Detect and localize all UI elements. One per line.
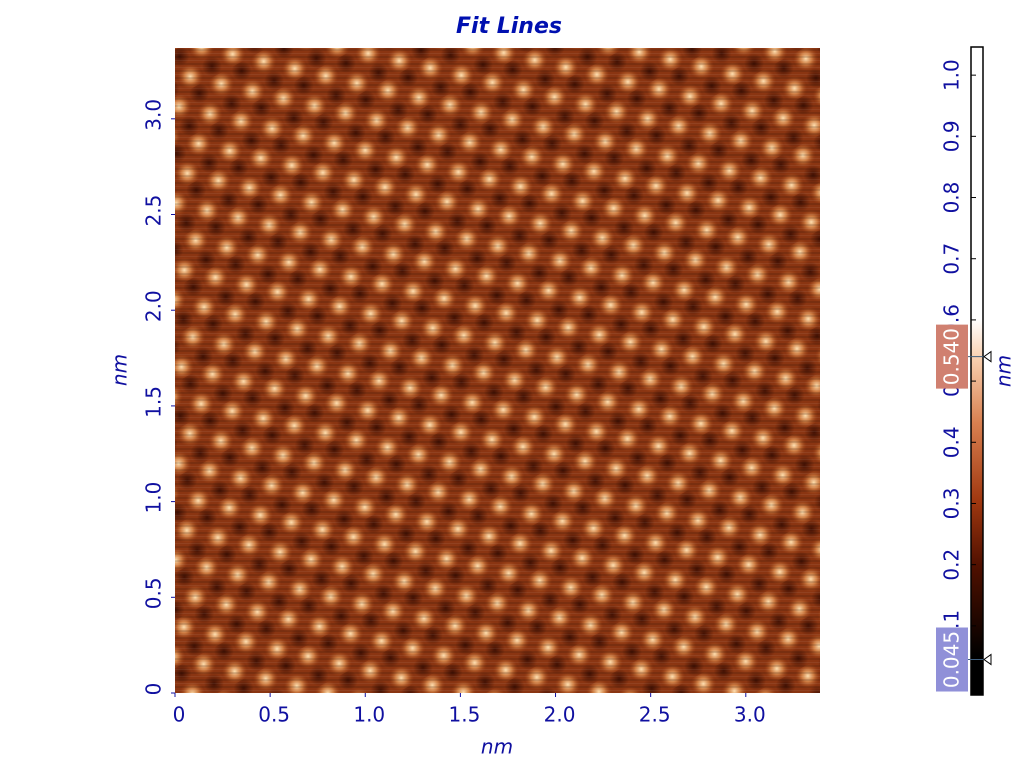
x-tick-label: 0.5 — [258, 703, 290, 727]
colorbar-tick-label: 1.0 — [940, 59, 964, 91]
x-axis-label: nm — [481, 735, 513, 759]
colorbar-tick-label: 0.4 — [940, 426, 964, 458]
colorbar-tick-label: 0.7 — [940, 243, 964, 275]
y-tick-label: 0 — [142, 683, 166, 696]
marker-label-box — [936, 627, 968, 692]
chart-title: Fit Lines — [456, 14, 562, 39]
x-tick-label: 1.5 — [448, 703, 480, 727]
y-tick-label: 3.0 — [142, 99, 166, 131]
marker-label: 0.045 — [940, 631, 964, 688]
marker-label: 0.540 — [940, 328, 964, 385]
y-tick-label: 0.5 — [142, 577, 166, 609]
y-tick-label: 1.0 — [142, 482, 166, 514]
y-tick-label: 1.5 — [142, 386, 166, 418]
y-tick-label: 2.5 — [142, 195, 166, 227]
colorbar-tick-label: 0.3 — [940, 488, 964, 520]
marker-arrow — [983, 653, 992, 666]
colorbar-tick-label: 0.8 — [940, 182, 964, 214]
x-tick-label: 2.5 — [639, 703, 671, 727]
x-tick-label: 1.0 — [353, 703, 385, 727]
colorbar-tick-label: 0.2 — [940, 549, 964, 581]
colorbar — [970, 46, 984, 696]
x-tick-label: 0 — [173, 703, 186, 727]
colorbar-label: nm — [992, 355, 1016, 387]
image — [175, 48, 820, 693]
y-tick-label: 2.0 — [142, 290, 166, 322]
x-tick-label: 3.0 — [734, 703, 766, 727]
y-axis-label: nm — [108, 354, 132, 386]
colorbar-tick-label: 0.9 — [940, 120, 964, 152]
marker-label-box — [936, 324, 968, 389]
marker-arrow — [983, 350, 992, 363]
x-tick-label: 2.0 — [544, 703, 576, 727]
